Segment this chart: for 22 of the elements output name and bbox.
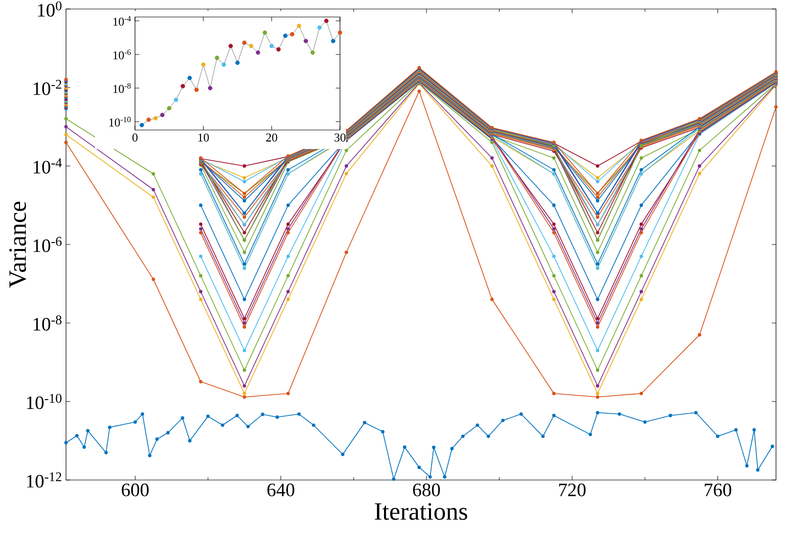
y-tick-label: 10$^{-10}$ (27, 394, 62, 410)
y-tick-label: 10$^{-6}$ (113, 50, 131, 60)
y-tick-label: 10$^{-6}$ (34, 236, 62, 252)
x-tick-label: 600 (122, 484, 149, 496)
x-tick-label: 30 (334, 134, 346, 142)
x-tick-label: 640 (267, 484, 294, 496)
x-tick-label: 0 (132, 134, 138, 142)
x-tick-label: 760 (704, 484, 732, 496)
y-axis-title: Variance (9, 202, 26, 288)
x-tick-label: 20 (266, 134, 278, 142)
y-tick-label: 10$^{-12}$ (27, 472, 62, 488)
x-tick-label: 10 (198, 134, 209, 142)
y-tick-label: 10$^{-2}$ (34, 80, 62, 96)
y-tick-label: 10$^{-4}$ (34, 158, 62, 174)
y-tick-label: 10$^{0}$ (38, 1, 62, 17)
x-axis-title: Iterations (374, 503, 468, 520)
x-tick-label: 680 (413, 484, 440, 496)
y-tick-label: 10$^{-8}$ (113, 83, 131, 93)
y-tick-label: 10$^{-4}$ (113, 16, 131, 26)
x-tick-label: 720 (559, 484, 586, 496)
y-tick-label: 10$^{-10}$ (109, 116, 131, 127)
y-tick-label: 10$^{-8}$ (34, 315, 62, 331)
